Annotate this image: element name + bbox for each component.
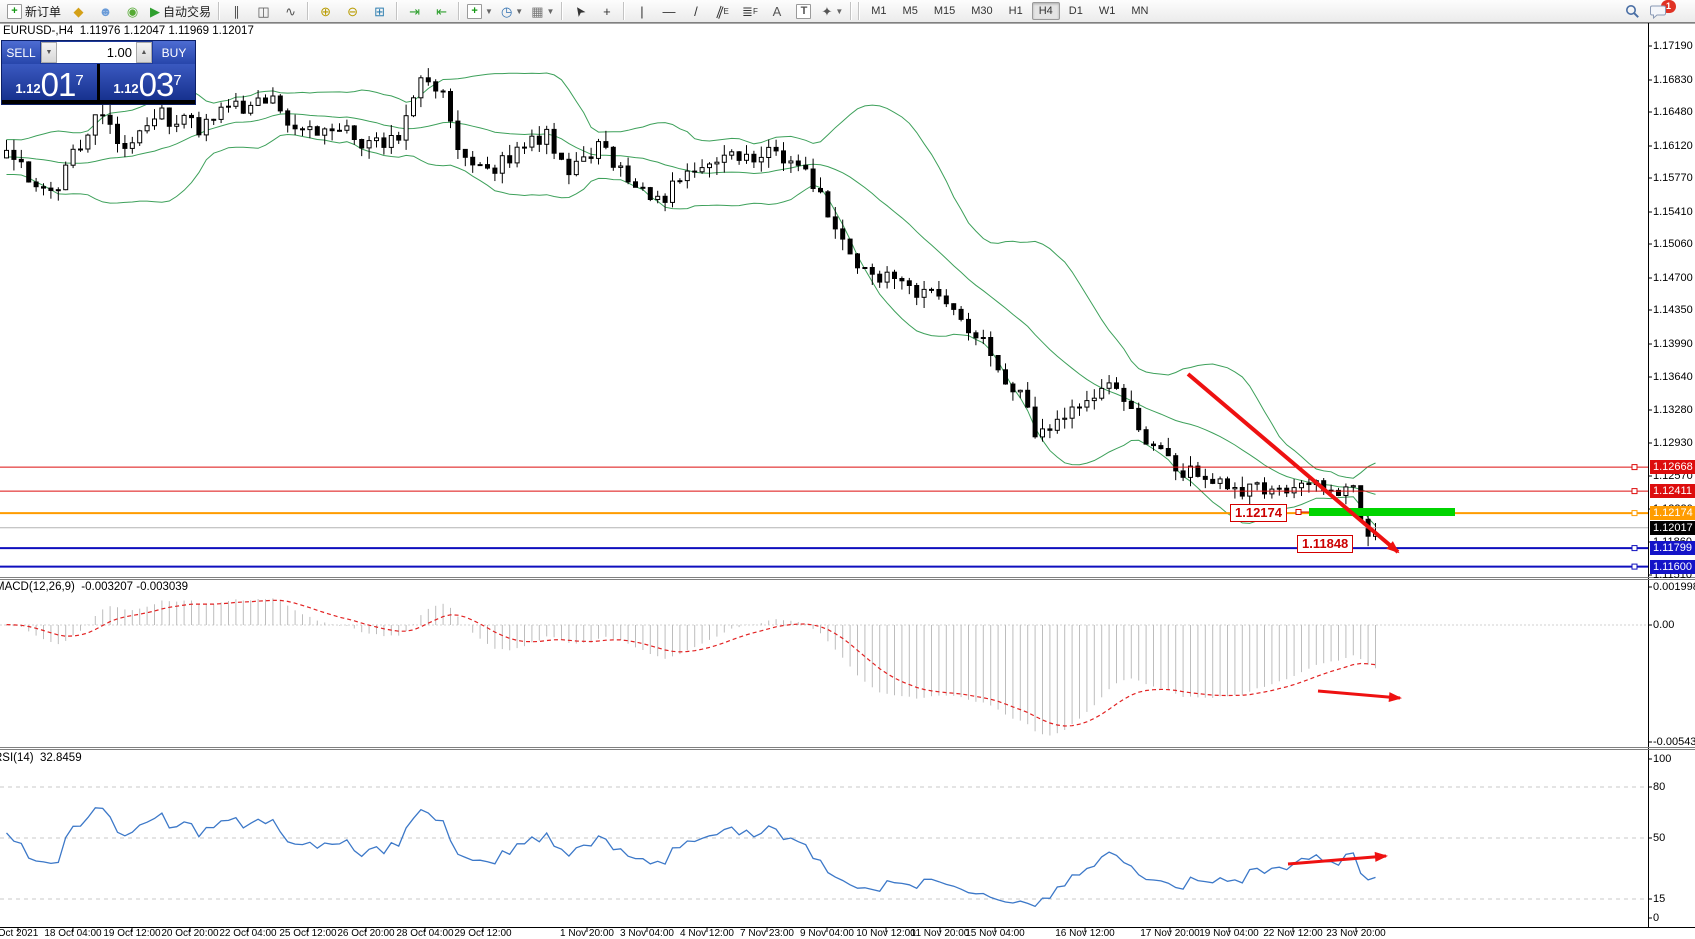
new-order-label: 新订单 xyxy=(25,4,62,19)
toolbar-right: 1 xyxy=(1619,0,1692,22)
zoom-out-icon[interactable]: ⊖ xyxy=(347,3,358,19)
volume-up-button[interactable]: ▲ xyxy=(136,42,152,63)
text-label-icon[interactable]: T xyxy=(791,1,816,22)
toolbar-separator xyxy=(307,2,310,20)
timeframe-button-mn[interactable]: MN xyxy=(1131,5,1149,17)
price-callout-label[interactable]: 1.11848 xyxy=(1297,535,1354,553)
buy-button[interactable]: BUY xyxy=(153,41,195,64)
macd-indicator-label: MACD(12,26,9) -0.003207 -0.003039 xyxy=(0,581,189,593)
crosshair-icon[interactable]: + xyxy=(603,3,611,19)
one-click-trading-panel: SELL ▼ ▲ BUY 1.12 01 7 1.12 03 7 xyxy=(1,40,196,105)
chart-shift-icon[interactable]: ⇤ xyxy=(436,3,447,19)
community-icon[interactable]: ☻ xyxy=(98,3,113,19)
templates-icon[interactable]: ▦ ▼ xyxy=(531,3,555,19)
auto-trading-label: 自动交易 xyxy=(163,4,212,19)
periods-icon[interactable]: ◷ ▼ xyxy=(500,3,524,19)
volume-input[interactable] xyxy=(57,45,136,60)
auto-trading-icon[interactable]: ▶ 自动交易 xyxy=(150,3,212,19)
volume-down-button[interactable]: ▼ xyxy=(41,42,57,63)
equidistant-channel-icon[interactable]: ∥ E xyxy=(714,2,729,20)
timeframe-button-m1[interactable]: M1 xyxy=(871,5,887,17)
signals-icon[interactable]: ◉ xyxy=(126,3,139,19)
timeframe-button-h4[interactable]: H4 xyxy=(1031,2,1060,20)
toolbar-items: + 新订单 ◆ ☻ ◉ ▶ 自动交易 ∥ ◫ ∿ ⊕ ⊖ ⊞ ⇥ ⇤ + ▼ ◷ ▼ ▦ ▼ ➤ + | — / ∥ E ≣ F A T ✦ ▼ xyxy=(3,1,855,22)
red-trend-arrow xyxy=(1317,689,1402,703)
candlesticks xyxy=(4,68,1378,547)
sell-price-display[interactable]: 1.12 01 7 xyxy=(2,64,97,101)
toolbar-separator xyxy=(396,2,399,20)
line-chart-icon[interactable]: ∿ xyxy=(285,3,296,19)
chart-ohlc-header: EURUSD-,H4 1.11976 1.12047 1.11969 1.120… xyxy=(3,25,254,37)
chart-ohlc-values: 1.11976 1.12047 1.11969 1.12017 xyxy=(79,25,254,37)
volume-stepper: ▼ ▲ xyxy=(40,41,153,64)
pane-separator-rsi[interactable] xyxy=(0,746,1648,751)
auto-scroll-icon[interactable]: ⇥ xyxy=(409,3,420,19)
cursor-icon[interactable]: ➤ xyxy=(570,2,590,20)
toolbar-separator xyxy=(858,2,861,20)
zoom-in-icon[interactable]: ⊕ xyxy=(320,3,331,19)
sell-button[interactable]: SELL xyxy=(2,41,40,64)
timeframe-button-m30[interactable]: M30 xyxy=(971,5,993,17)
dropdown-arrow-icon[interactable]: ▼ xyxy=(515,6,524,16)
timeframe-button-m5[interactable]: M5 xyxy=(902,5,918,17)
red-trend-arrow xyxy=(1287,851,1388,866)
search-icon[interactable] xyxy=(1620,1,1645,22)
vertical-line-icon[interactable]: | xyxy=(640,3,644,19)
green-support-zone xyxy=(1309,508,1455,516)
pane-separator-macd[interactable] xyxy=(0,576,1648,581)
timeframe-button-d1[interactable]: D1 xyxy=(1068,5,1083,17)
fibonacci-icon[interactable]: ≣ F xyxy=(742,3,758,19)
indicators-icon[interactable]: + ▼ xyxy=(464,1,496,22)
timeframe-bar: M1 M5 M15 M30 H1 H4 D1 W1 MN xyxy=(855,2,1156,20)
dropdown-arrow-icon[interactable]: ▼ xyxy=(835,6,844,16)
toolbar-separator xyxy=(623,2,626,20)
candlestick-chart-icon[interactable]: ◫ xyxy=(257,3,270,19)
bar-chart-icon[interactable]: ∥ xyxy=(233,3,240,19)
tile-windows-icon[interactable]: ⊞ xyxy=(374,3,385,19)
panel-bottom-strip xyxy=(2,100,195,104)
text-icon[interactable]: A xyxy=(772,3,782,19)
dropdown-arrow-icon[interactable]: ▼ xyxy=(546,6,555,16)
depth-of-market-icon[interactable]: ◆ xyxy=(73,3,84,19)
timeframe-button-w1[interactable]: W1 xyxy=(1098,5,1116,17)
chart-symbol-period: EURUSD-,H4 xyxy=(3,25,74,37)
rsi-indicator-label: RSI(14) 32.8459 xyxy=(0,752,82,764)
toolbar-separator xyxy=(850,2,853,20)
chat-icon[interactable]: 1 xyxy=(1647,0,1685,22)
arrows-icon[interactable]: ✦ ▼ xyxy=(821,3,844,19)
buy-price-display[interactable]: 1.12 03 7 xyxy=(100,64,195,101)
new-order-icon[interactable]: + 新订单 xyxy=(4,1,64,22)
red-trend-arrow xyxy=(1186,372,1400,554)
trendline-icon[interactable]: / xyxy=(694,3,698,19)
timeframe-button-m15[interactable]: M15 xyxy=(933,5,956,17)
toolbar-separator xyxy=(561,2,564,20)
price-callout-label[interactable]: 1.12174 xyxy=(1230,504,1287,522)
toolbar: + 新订单 ◆ ☻ ◉ ▶ 自动交易 ∥ ◫ ∿ ⊕ ⊖ ⊞ ⇥ ⇤ + ▼ ◷ ▼ ▦ ▼ ➤ + | — / ∥ E ≣ F A T ✦ ▼ … xyxy=(0,0,1695,23)
horizontal-line-icon[interactable]: — xyxy=(662,3,676,19)
toolbar-separator xyxy=(458,2,461,20)
timeframe-button-h1[interactable]: H1 xyxy=(1008,5,1023,17)
toolbar-separator xyxy=(218,2,221,20)
dropdown-arrow-icon[interactable]: ▼ xyxy=(485,6,493,16)
